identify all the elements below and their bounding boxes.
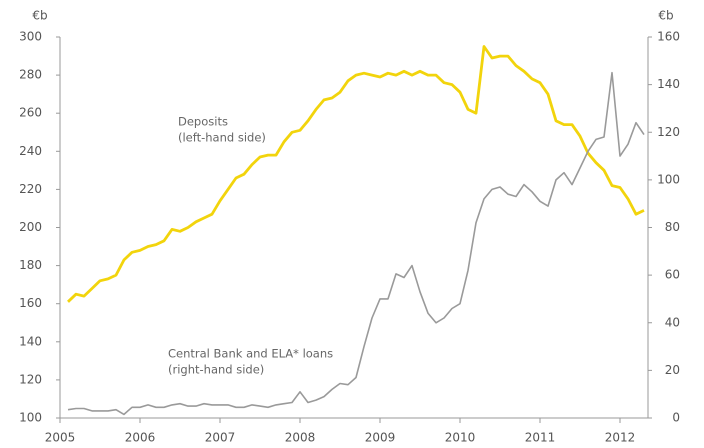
- x-tick-label: 2009: [365, 431, 396, 445]
- y-tick-label: 240: [19, 144, 42, 158]
- y2-unit: €b: [658, 9, 673, 23]
- y2-tick-label: 100: [657, 172, 680, 186]
- x-tick-label: 2006: [125, 431, 156, 445]
- y-tick-label: 300: [19, 30, 42, 44]
- y2-tick-label: 0: [672, 411, 680, 425]
- x-tick-label: 2008: [285, 431, 316, 445]
- x-tick-label: 2010: [445, 431, 476, 445]
- y-tick-label: 160: [19, 296, 42, 310]
- x-tick-label: 2007: [205, 431, 236, 445]
- y2-tick-label: 40: [665, 315, 680, 329]
- y2-tick-label: 20: [665, 363, 680, 377]
- series-line: [67, 45, 645, 303]
- y2-tick-label: 60: [665, 268, 680, 282]
- x-tick-label: 2012: [605, 431, 636, 445]
- y2-tick-label: 120: [657, 125, 680, 139]
- y-tick-label: 200: [19, 220, 42, 234]
- y-tick-label: 140: [19, 334, 42, 348]
- annotation: Deposits: [178, 115, 228, 129]
- y2-tick-label: 160: [657, 30, 680, 44]
- x-tick-label: 2005: [45, 431, 76, 445]
- y2-tick-label: 140: [657, 77, 680, 91]
- y2-tick-label: 80: [665, 220, 680, 234]
- y-tick-label: 280: [19, 68, 42, 82]
- y-tick-label: 220: [19, 182, 42, 196]
- y-tick-label: 100: [19, 411, 42, 425]
- y-tick-label: 120: [19, 372, 42, 386]
- x-tick-label: 2011: [525, 431, 556, 445]
- annotation: (left-hand side): [178, 131, 266, 145]
- y-tick-label: 260: [19, 106, 42, 120]
- annotation: (right-hand side): [168, 363, 264, 377]
- y-unit: €b: [32, 9, 47, 23]
- annotation: Central Bank and ELA* loans: [168, 347, 333, 361]
- y-tick-label: 180: [19, 258, 42, 272]
- series-line: [67, 71, 645, 416]
